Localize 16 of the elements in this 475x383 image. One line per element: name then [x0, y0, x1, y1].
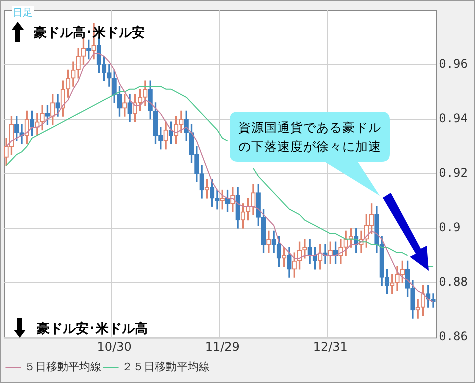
annotation: 資源国通貨である豪ドルの下落速度が徐々に加速	[238, 119, 382, 156]
y-tick-label: 0.96	[439, 56, 468, 71]
y-tick-label: 0.94	[439, 111, 468, 126]
legend-label: ２５日移動平均線	[122, 360, 210, 374]
candlestick	[431, 294, 436, 308]
y-tick-label: 0.9	[439, 220, 461, 235]
x-tick-label: 12/31	[313, 340, 348, 354]
annotation: 日足	[12, 6, 34, 20]
x-tick-label: 10/30	[97, 340, 132, 354]
legend-label: ５日移動平均線	[24, 360, 102, 374]
y-tick-label: 0.88	[439, 275, 468, 290]
x-tick-label: 11/29	[205, 340, 240, 354]
annotation: 豪ドル安･米ドル高	[37, 320, 148, 338]
y-tick-label: 0.92	[439, 166, 468, 180]
candlestick	[215, 190, 220, 210]
y-tick-label: 0.86	[439, 330, 468, 344]
